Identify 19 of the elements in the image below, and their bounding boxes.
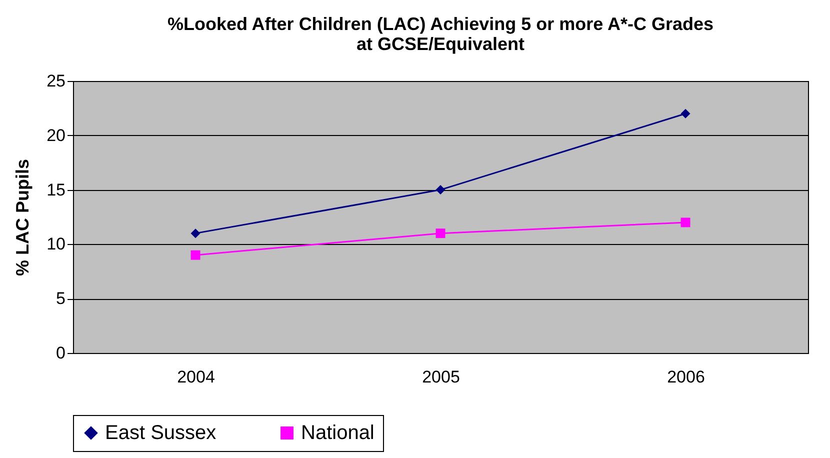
y-tick-label: 25 bbox=[46, 72, 66, 90]
point bbox=[436, 228, 446, 238]
y-tick-label: 5 bbox=[56, 289, 66, 308]
point bbox=[680, 218, 690, 228]
x-tick-label: 2006 bbox=[667, 368, 705, 386]
x-tick-label: 2004 bbox=[177, 368, 215, 386]
y-tick-label: 15 bbox=[46, 180, 66, 200]
point bbox=[190, 250, 200, 260]
y-tick-label: 0 bbox=[56, 344, 66, 362]
legend-label: National bbox=[301, 422, 374, 444]
legend-label: East Sussex bbox=[105, 422, 216, 444]
point bbox=[680, 108, 690, 118]
y-tick-label: 10 bbox=[46, 234, 66, 254]
y-axis-title: % LAC Pupils bbox=[12, 158, 33, 276]
x-tick-label: 2005 bbox=[422, 368, 460, 386]
chart-title: %Looked After Children (LAC) Achieving 5 or more A*-C Grades at GCSE/Equivalent bbox=[167, 14, 714, 54]
point bbox=[190, 228, 200, 238]
y-tick-label: 20 bbox=[46, 126, 66, 145]
point bbox=[436, 185, 446, 195]
